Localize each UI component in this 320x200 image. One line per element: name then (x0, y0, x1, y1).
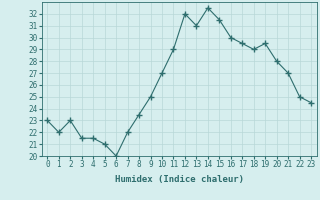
X-axis label: Humidex (Indice chaleur): Humidex (Indice chaleur) (115, 175, 244, 184)
